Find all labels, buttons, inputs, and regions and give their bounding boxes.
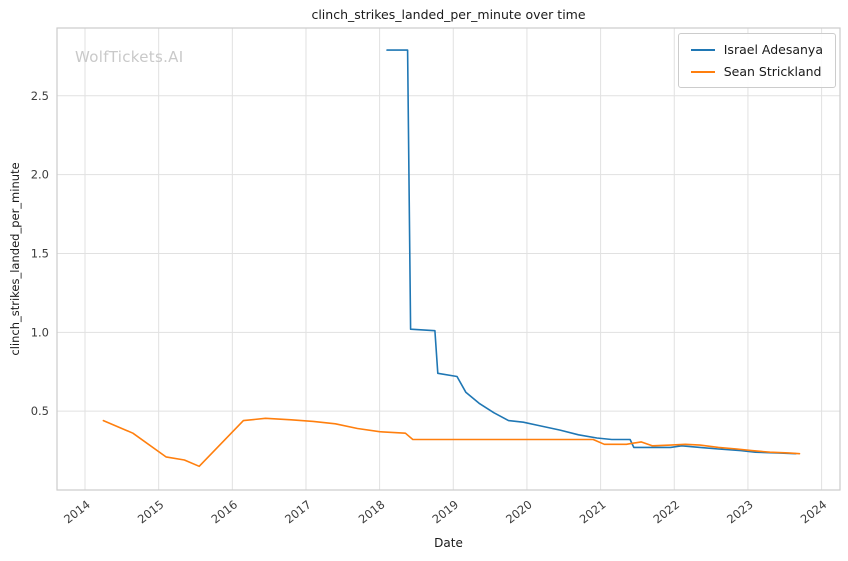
legend-item-israel-adesanya: Israel Adesanya <box>690 42 823 57</box>
y-tick-label: 1.0 <box>31 325 49 339</box>
y-tick-label: 2.0 <box>31 168 49 182</box>
y-tick-label: 0.5 <box>31 404 49 418</box>
x-tick-label: 2018 <box>356 497 388 526</box>
x-tick-label: 2016 <box>208 497 240 526</box>
legend-label: Sean Strickland <box>723 64 822 79</box>
series-line-0 <box>386 49 797 455</box>
x-tick-label: 2019 <box>429 497 461 526</box>
chart-title: clinch_strikes_landed_per_minute over ti… <box>311 7 586 22</box>
x-tick-label: 2023 <box>724 497 756 526</box>
plot-border <box>56 27 841 491</box>
x-axis-label: Date <box>434 536 463 550</box>
y-tick-label: 1.5 <box>31 246 49 260</box>
x-tick-label: 2015 <box>135 497 167 526</box>
legend: Israel Adesanya Sean Strickland <box>677 33 836 88</box>
legend-line-swatch-blue <box>690 48 715 51</box>
x-tick-label: 2021 <box>577 497 609 526</box>
legend-label: Israel Adesanya <box>723 42 823 57</box>
x-tick-label: 2022 <box>650 497 682 526</box>
legend-line-swatch-orange <box>690 70 715 73</box>
x-tick-label: 2014 <box>61 497 93 526</box>
watermark: WolfTickets.AI <box>75 48 184 66</box>
series-line-1 <box>102 417 801 468</box>
x-tick-label: 2024 <box>798 497 830 526</box>
x-tick-label: 2020 <box>503 497 535 526</box>
plot-area <box>57 28 840 490</box>
x-tick-label: 2017 <box>282 497 314 526</box>
y-tick-label: 2.5 <box>31 89 49 103</box>
y-axis-label: clinch_strikes_landed_per_minute <box>8 162 22 356</box>
legend-item-sean-strickland: Sean Strickland <box>690 64 823 79</box>
